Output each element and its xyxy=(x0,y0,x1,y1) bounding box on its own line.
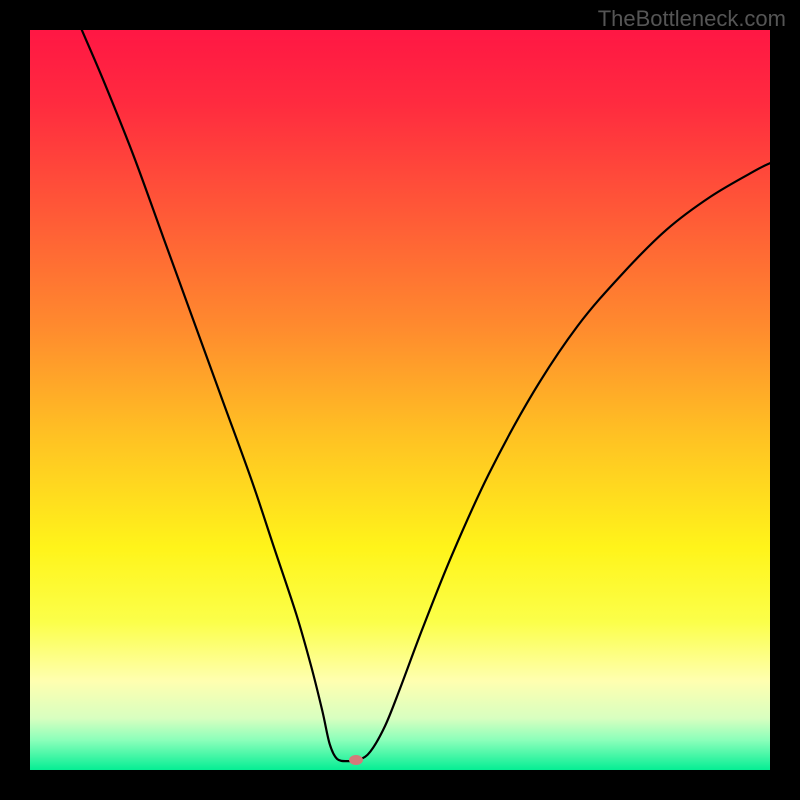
plot-area xyxy=(30,30,770,770)
watermark-text: TheBottleneck.com xyxy=(598,6,786,32)
bottleneck-curve xyxy=(30,30,770,770)
optimal-point-marker xyxy=(349,755,363,765)
